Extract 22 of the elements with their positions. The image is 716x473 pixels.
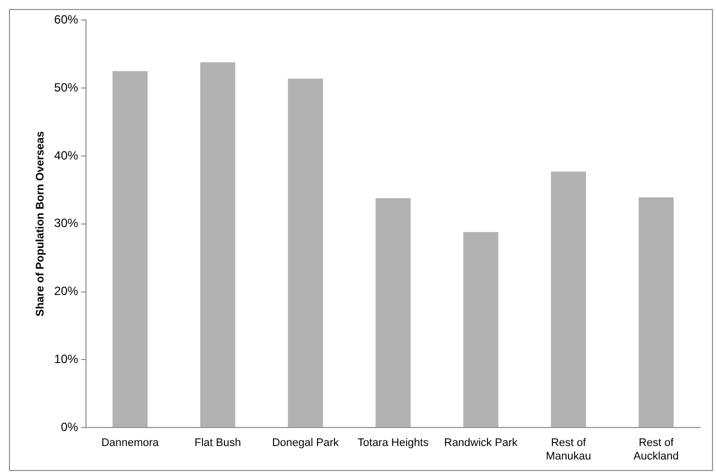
x-tick-label: Randwick Park [444,437,518,450]
x-tick-label: Dannemora [101,437,160,450]
bar [638,197,674,428]
bar [550,172,586,428]
y-tick-label: 40% [54,148,79,162]
bar [376,198,411,428]
x-tick-label: Flat Bush [194,437,241,450]
bar [200,62,236,428]
x-tick-label: Donegal Park [272,437,340,450]
bar [112,71,148,428]
y-tick-label: 50% [54,80,79,94]
x-tick-label: Totara Heights [358,437,430,450]
bar [288,78,323,428]
y-axis-title: Share of Population Born Overseas [34,131,47,317]
x-tick-label: Rest of Auckland [634,437,679,462]
x-tick-label: Rest of Manukau [546,437,592,462]
y-tick-label: 10% [54,352,79,366]
y-tick-label: 0% [60,420,79,434]
bar [463,232,498,428]
y-tick-label: 20% [54,284,79,298]
y-tick-label: 30% [54,216,79,230]
y-tick-label: 60% [54,12,79,27]
